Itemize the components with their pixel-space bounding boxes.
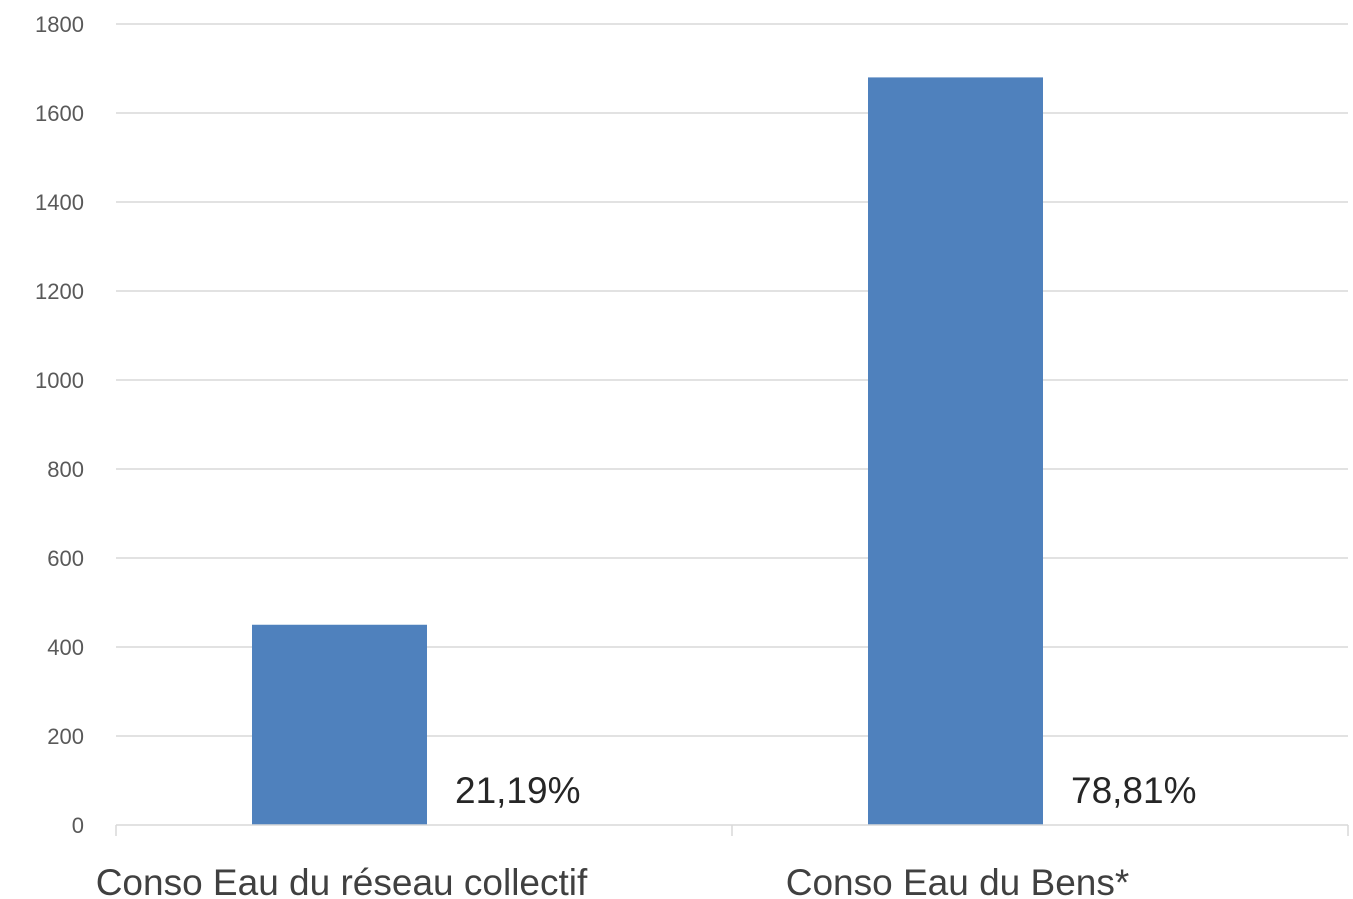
y-tick-label: 600 bbox=[47, 546, 84, 571]
y-tick-label: 1400 bbox=[35, 190, 84, 215]
y-axis-ticks: 0 200 400 600 800 1000 1200 1400 1600 1800 bbox=[35, 12, 84, 838]
x-tick-label: Conso Eau du réseau collectif bbox=[96, 862, 588, 899]
y-tick-label: 800 bbox=[47, 457, 84, 482]
y-tick-label: 200 bbox=[47, 724, 84, 749]
y-tick-label: 400 bbox=[47, 635, 84, 660]
data-label: 21,19% bbox=[455, 770, 581, 811]
x-axis bbox=[115, 824, 1349, 836]
y-tick-label: 0 bbox=[72, 813, 84, 838]
y-tick-label: 1600 bbox=[35, 101, 84, 126]
bar bbox=[252, 624, 427, 825]
x-tick-label: Conso Eau du Bens* bbox=[786, 862, 1130, 899]
bars bbox=[252, 77, 1043, 825]
y-tick-label: 1800 bbox=[35, 12, 84, 37]
data-label: 78,81% bbox=[1071, 770, 1197, 811]
bar bbox=[868, 77, 1043, 825]
data-labels: 21,19% 78,81% bbox=[455, 770, 1197, 811]
y-tick-label: 1200 bbox=[35, 279, 84, 304]
x-axis-ticks: Conso Eau du réseau collectif Conso Eau d… bbox=[96, 862, 1130, 899]
y-tick-label: 1000 bbox=[35, 368, 84, 393]
